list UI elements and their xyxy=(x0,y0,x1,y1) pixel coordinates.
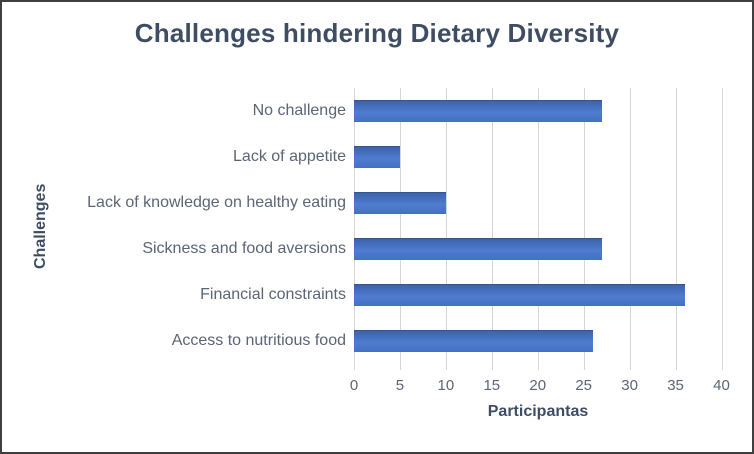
plot-area xyxy=(354,88,723,364)
axis-tick-mark xyxy=(721,364,723,370)
bar xyxy=(354,284,685,306)
bar xyxy=(354,192,446,214)
axis-tick-mark xyxy=(354,364,355,370)
gridline xyxy=(629,88,631,364)
category-label: No challenge xyxy=(252,102,346,119)
axis-tick-mark xyxy=(675,364,677,370)
category-label: Sickness and food aversions xyxy=(142,240,346,257)
gridline xyxy=(445,88,447,364)
x-tick-label: 40 xyxy=(713,377,730,394)
bar xyxy=(354,146,400,168)
bar xyxy=(354,100,603,122)
bar xyxy=(354,330,593,352)
gridline xyxy=(721,88,723,364)
gridline xyxy=(399,88,401,364)
x-tick-label: 10 xyxy=(437,377,455,394)
x-tick-label: 30 xyxy=(621,377,638,394)
chart-title: Challenges hindering Dietary Diversity xyxy=(134,18,620,48)
axis-tick-mark xyxy=(445,364,447,370)
gridline xyxy=(583,88,585,364)
category-label: Lack of appetite xyxy=(233,148,346,165)
x-tick-label: 5 xyxy=(395,377,405,394)
x-tick-label: 25 xyxy=(575,377,593,394)
x-tick-label: 0 xyxy=(349,377,359,394)
gridline xyxy=(491,88,493,364)
axis-tick-mark xyxy=(537,364,539,370)
gridline xyxy=(675,88,677,364)
x-axis-title: Participantas xyxy=(487,403,589,420)
category-label: Access to nutritious food xyxy=(171,332,346,349)
category-label: Financial constraints xyxy=(200,286,346,303)
category-label: Lack of knowledge on healthy eating xyxy=(87,194,346,211)
axis-tick-mark xyxy=(629,364,631,370)
bar xyxy=(354,238,603,260)
x-tick-label: 35 xyxy=(667,377,684,394)
axis-tick-mark xyxy=(399,364,401,370)
x-tick-label: 15 xyxy=(483,377,501,394)
x-tick-label: 20 xyxy=(529,377,547,394)
axis-tick-mark xyxy=(491,364,493,370)
axis-tick-mark xyxy=(583,364,585,370)
gridline xyxy=(537,88,539,364)
gridline xyxy=(354,88,355,364)
